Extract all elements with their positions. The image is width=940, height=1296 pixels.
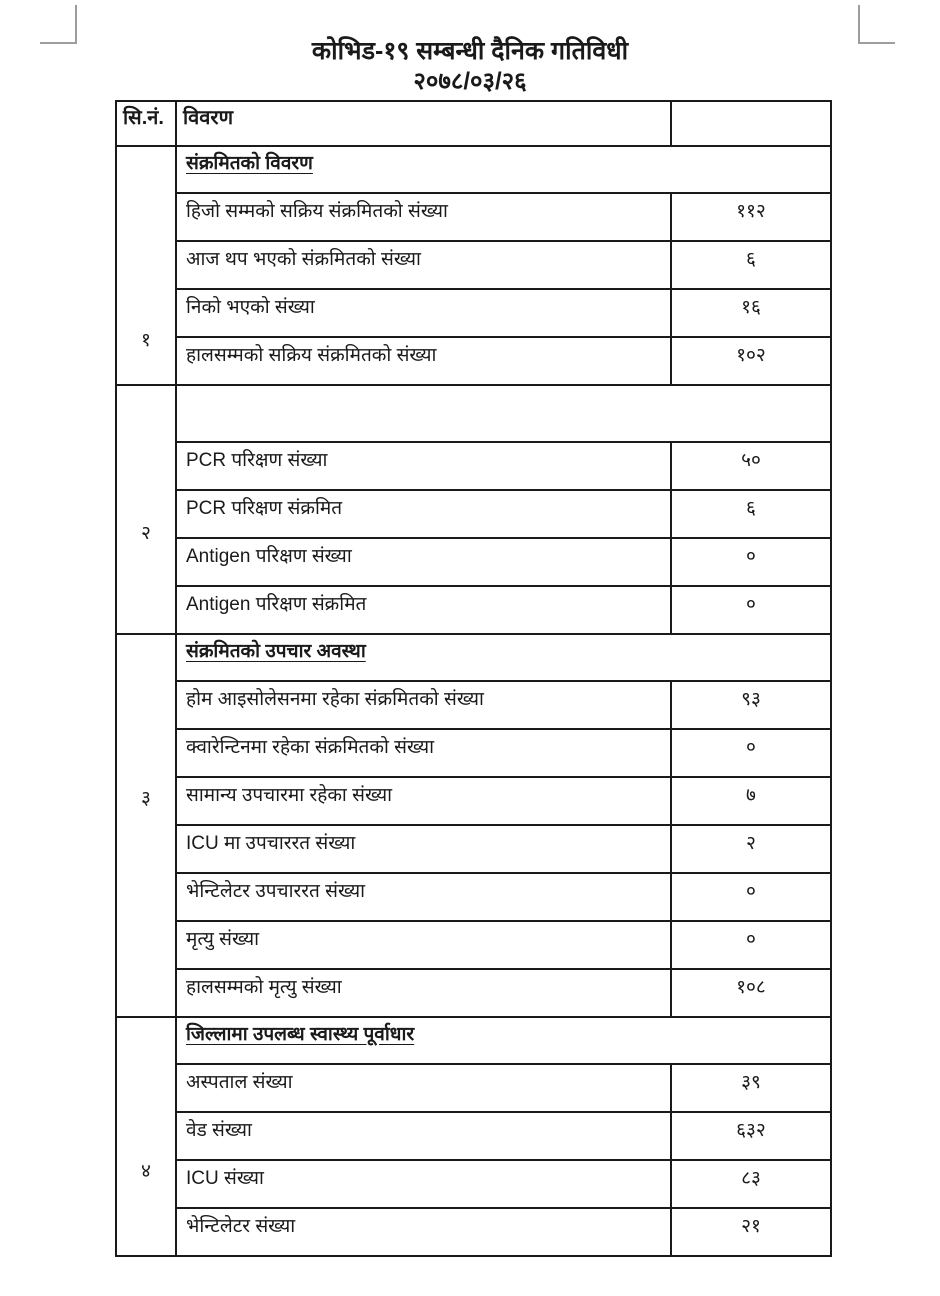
column-header-value — [670, 100, 832, 147]
row-label: वेड संख्या — [175, 1111, 672, 1161]
table-row: होम आइसोलेसनमा रहेका संक्रमितको संख्या ९… — [116, 680, 832, 730]
table-row: ICU मा उपचाररत संख्या २ — [116, 824, 832, 874]
row-label: अस्पताल संख्या — [175, 1063, 672, 1113]
row-value: ८३ — [670, 1159, 832, 1209]
table-row: Antigen परिक्षण संख्या ० — [116, 537, 832, 587]
section-1-header-row: १ संक्रमितको विवरण — [115, 145, 832, 386]
row-label: PCR परिक्षण संक्रमित — [175, 489, 672, 539]
section-3-number: ३ — [141, 787, 151, 809]
row-label: भेन्टिलेटर उपचाररत संख्या — [175, 872, 672, 922]
row-label: मृत्यु संख्या — [175, 920, 672, 970]
corner-mark-left — [40, 5, 77, 44]
row-label: भेन्टिलेटर संख्या — [175, 1207, 672, 1257]
row-value: ० — [670, 728, 832, 778]
table-row: हालसम्मको सक्रिय संक्रमितको संख्या १०२ — [116, 336, 832, 386]
section-3-title: संक्रमितको उपचार अवस्था — [186, 641, 366, 662]
page-title: कोभिड-१९ सम्बन्धी दैनिक गतिविधी — [311, 37, 629, 65]
table-row: Antigen परिक्षण संक्रमित ० — [116, 585, 832, 635]
table-row: क्वारेन्टिनमा रहेका संक्रमितको संख्या ० — [116, 728, 832, 778]
row-value: ५० — [670, 441, 832, 491]
section-1-header-cell: संक्रमितको विवरण — [175, 145, 832, 194]
table-row: भेन्टिलेटर उपचाररत संख्या ० — [116, 872, 832, 922]
row-value: ६३२ — [670, 1111, 832, 1161]
section-2-spacer-row: २ — [115, 384, 832, 635]
row-label: निको भएको संख्या — [175, 288, 672, 338]
table-row: आज थप भएको संक्रमितको संख्या ६ — [116, 240, 832, 290]
table-row: सामान्य उपचारमा रहेका संख्या ७ — [116, 776, 832, 826]
row-value: १०२ — [670, 336, 832, 386]
table-row: मृत्यु संख्या ० — [116, 920, 832, 970]
row-value: २१ — [670, 1207, 832, 1257]
row-value: ७ — [670, 776, 832, 826]
row-label: PCR परिक्षण संख्या — [175, 441, 672, 491]
row-label: हालसम्मको मृत्यु संख्या — [175, 968, 672, 1018]
row-value: ३९ — [670, 1063, 832, 1113]
section-4-title: जिल्लामा उपलब्ध स्वास्थ्य पूर्वाधार — [186, 1024, 415, 1045]
row-label: Antigen परिक्षण संख्या — [175, 537, 672, 587]
section-2-header-cell — [175, 384, 832, 443]
row-label: हालसम्मको सक्रिय संक्रमितको संख्या — [175, 336, 672, 386]
section-2-number: २ — [141, 523, 151, 545]
row-label: Antigen परिक्षण संक्रमित — [175, 585, 672, 635]
table-header-row: सि.नं. विवरण — [115, 100, 832, 147]
row-value: ९३ — [670, 680, 832, 730]
section-3-header-cell: संक्रमितको उपचार अवस्था — [175, 633, 832, 682]
section-4-header-row: ४ जिल्लामा उपलब्ध स्वास्थ्य पूर्वाधार — [115, 1016, 832, 1257]
table-row: निको भएको संख्या १६ — [116, 288, 832, 338]
row-value: १६ — [670, 288, 832, 338]
row-value: ० — [670, 920, 832, 970]
section-1-title: संक्रमितको विवरण — [186, 153, 313, 174]
corner-mark-right — [858, 5, 895, 44]
row-label: होम आइसोलेसनमा रहेका संक्रमितको संख्या — [175, 680, 672, 730]
section-4-number-cell: ४ — [115, 1016, 177, 1257]
section-1-number: १ — [141, 330, 151, 352]
column-header-description: विवरण — [175, 100, 672, 147]
table-row: वेड संख्या ६३२ — [116, 1111, 832, 1161]
row-value: २ — [670, 824, 832, 874]
section-3-header-row: ३ संक्रमितको उपचार अवस्था — [115, 633, 832, 1018]
row-value: ० — [670, 537, 832, 587]
row-value: १०८ — [670, 968, 832, 1018]
section-4-number: ४ — [141, 1161, 151, 1183]
table-row: ICU संख्या ८३ — [116, 1159, 832, 1209]
row-label: ICU संख्या — [175, 1159, 672, 1209]
row-value: ० — [670, 585, 832, 635]
row-label: क्वारेन्टिनमा रहेका संक्रमितको संख्या — [175, 728, 672, 778]
table-row: PCR परिक्षण संख्या ५० — [116, 441, 832, 491]
section-2-number-cell: २ — [115, 384, 177, 635]
row-value: ६ — [670, 489, 832, 539]
table-row: हालसम्मको मृत्यु संख्या १०८ — [116, 968, 832, 1018]
column-header-sn: सि.नं. — [115, 100, 177, 147]
table-row: PCR परिक्षण संक्रमित ६ — [116, 489, 832, 539]
row-value: ११२ — [670, 192, 832, 242]
row-label: हिजो सम्मको सक्रिय संक्रमितको संख्या — [175, 192, 672, 242]
row-label: आज थप भएको संक्रमितको संख्या — [175, 240, 672, 290]
row-value: ६ — [670, 240, 832, 290]
row-label: ICU मा उपचाररत संख्या — [175, 824, 672, 874]
table-row: भेन्टिलेटर संख्या २१ — [116, 1207, 832, 1257]
section-4-header-cell: जिल्लामा उपलब्ध स्वास्थ्य पूर्वाधार — [175, 1016, 832, 1065]
row-label: सामान्य उपचारमा रहेका संख्या — [175, 776, 672, 826]
section-3-number-cell: ३ — [115, 633, 177, 1018]
table-row: अस्पताल संख्या ३९ — [116, 1063, 832, 1113]
row-value: ० — [670, 872, 832, 922]
table-row: हिजो सम्मको सक्रिय संक्रमितको संख्या ११२ — [116, 192, 832, 242]
covid-daily-report-table: सि.नं. विवरण १ संक्रमितको विवरण हिजो सम्… — [115, 100, 832, 1257]
page-date: २०७८/०३/२६ — [413, 68, 527, 95]
section-1-number-cell: १ — [115, 145, 177, 386]
